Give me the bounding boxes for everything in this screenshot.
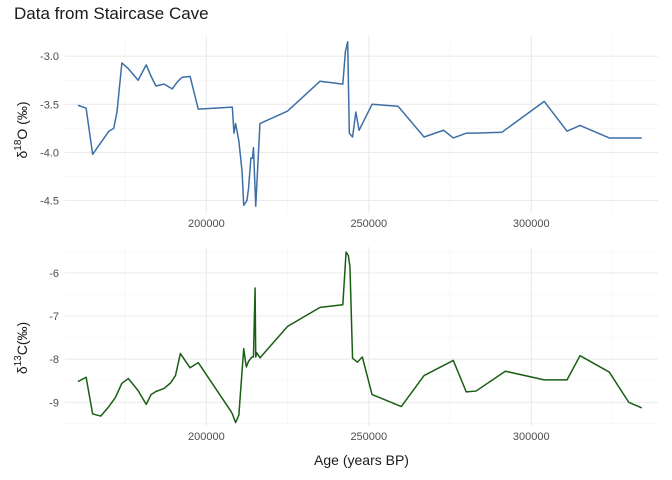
x-tick-label: 300000 [513, 431, 550, 443]
x-tick-label: 200000 [188, 431, 225, 443]
y-tick-label: -4.5 [40, 195, 59, 207]
y-tick-label: -8 [49, 354, 59, 366]
x-axis-title: Age (years BP) [314, 452, 409, 468]
x-tick-label: 250000 [350, 218, 387, 230]
y-tick-label: -7 [49, 311, 59, 323]
chart-title: Data from Staircase Cave [14, 4, 209, 23]
y-tick-label: -4.0 [40, 147, 59, 159]
panel-2: -6 -7 -8 -9 200000 250000 300000 δ13C(‰) Age (ye… [13, 247, 658, 468]
panel-1: -3.0 -3.5 -4.0 -4.5 200000 250000 300000 δ18O (… [13, 36, 658, 230]
y-tick-label: -3.5 [40, 99, 59, 111]
y-tick-label: -9 [49, 397, 59, 409]
x-tick-label: 250000 [350, 431, 387, 443]
y-axis-title: δ18O (‰) [13, 101, 30, 158]
x-tick-label: 200000 [188, 218, 225, 230]
x-tick-label: 300000 [513, 218, 550, 230]
y-tick-label: -6 [49, 268, 59, 280]
series-line [77, 41, 642, 208]
y-axis-title: δ13C(‰) [13, 322, 30, 374]
y-tick-label: -3.0 [40, 51, 59, 63]
series-line [77, 251, 643, 424]
